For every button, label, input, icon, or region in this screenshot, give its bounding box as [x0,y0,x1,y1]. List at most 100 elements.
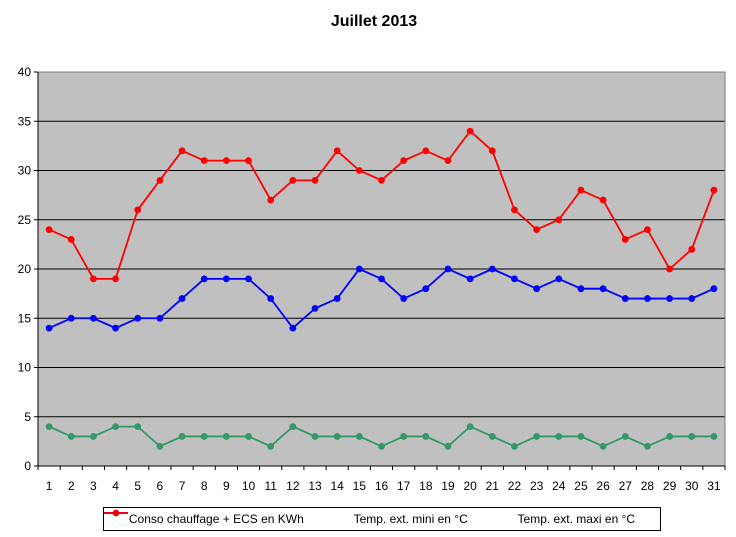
data-point [444,157,452,165]
data-point [555,433,563,440]
data-point [45,423,53,430]
data-point [222,157,230,165]
legend-item: Temp. ext. mini en °C [104,509,468,526]
data-point [134,314,142,322]
data-point [289,176,297,184]
data-point [621,433,629,440]
data-point [156,442,164,450]
data-point [333,295,341,302]
data-point [311,433,319,440]
data-point [245,275,252,283]
chart-legend: Conso chauffage + ECS en KWh Temp. ext. m… [103,507,661,531]
data-point [267,442,275,450]
data-point [355,167,363,174]
data-point [200,433,208,440]
data-point [599,285,607,293]
data-point [688,433,696,440]
data-point [112,423,119,430]
data-point [599,196,607,204]
y-tick-label: 25 [18,213,32,227]
legend-item: Conso chauffage + ECS en KWh [104,509,304,526]
x-tick-label: 10 [242,479,256,493]
legend-label: Temp. ext. mini en °C [353,512,468,526]
data-point [555,216,563,224]
data-point [422,285,430,293]
data-point [666,295,673,302]
data-point [134,206,142,214]
x-tick-label: 25 [574,479,588,493]
data-point [511,442,518,450]
data-point [533,433,541,440]
y-tick-label: 35 [18,114,32,128]
x-tick-label: 21 [486,479,500,493]
data-point [378,176,385,184]
data-point [644,295,651,302]
x-tick-label: 6 [157,479,164,493]
data-point [621,295,629,302]
x-tick-label: 9 [223,479,230,493]
data-point [67,236,75,243]
data-point [355,433,363,440]
data-point [599,442,607,450]
data-point [156,314,164,322]
x-tick-label: 2 [68,479,75,493]
data-point [355,265,363,273]
data-point [666,265,673,273]
x-tick-label: 27 [619,479,633,493]
data-point [466,423,474,430]
data-point [422,147,430,155]
data-point [577,285,585,293]
data-point [45,324,53,332]
data-point [688,245,696,253]
data-point [511,206,518,214]
data-point [710,186,718,194]
data-point [90,314,97,322]
data-point [90,275,97,283]
data-point [333,433,341,440]
x-tick-label: 17 [397,479,411,493]
data-point [400,295,408,302]
data-point [422,433,430,440]
data-point [222,433,230,440]
y-tick-label: 30 [18,164,32,178]
data-point [533,285,541,293]
data-point [688,295,696,302]
data-point [67,314,75,322]
data-point [90,433,97,440]
data-point [267,295,275,302]
data-point [178,433,186,440]
x-tick-label: 8 [201,479,208,493]
x-tick-label: 22 [508,479,522,493]
data-point [156,176,164,184]
x-tick-label: 1 [46,479,53,493]
data-point [488,147,496,155]
x-tick-label: 11 [264,479,277,493]
data-point [710,285,718,293]
data-point [245,157,252,165]
data-point [134,423,142,430]
legend-item: Temp. ext. maxi en °C [104,509,635,526]
data-point [289,324,297,332]
data-point [245,433,252,440]
y-tick-label: 0 [24,459,31,473]
y-tick-label: 5 [24,410,31,424]
legend-swatch [104,509,128,517]
chart-title: Juillet 2013 [330,13,418,30]
data-point [178,147,186,155]
data-point [45,226,53,234]
data-point [378,442,385,450]
x-tick-label: 12 [286,479,300,493]
data-point [200,275,208,283]
data-point [67,433,75,440]
x-tick-label: 30 [685,479,699,493]
x-tick-label: 16 [375,479,389,493]
x-tick-label: 20 [463,479,477,493]
x-tick-label: 7 [179,479,186,493]
data-point [311,305,319,312]
x-tick-label: 31 [707,479,721,493]
x-tick-label: 19 [441,479,455,493]
data-point [400,157,408,165]
legend-label: Conso chauffage + ECS en KWh [128,512,304,526]
data-point [466,275,474,283]
